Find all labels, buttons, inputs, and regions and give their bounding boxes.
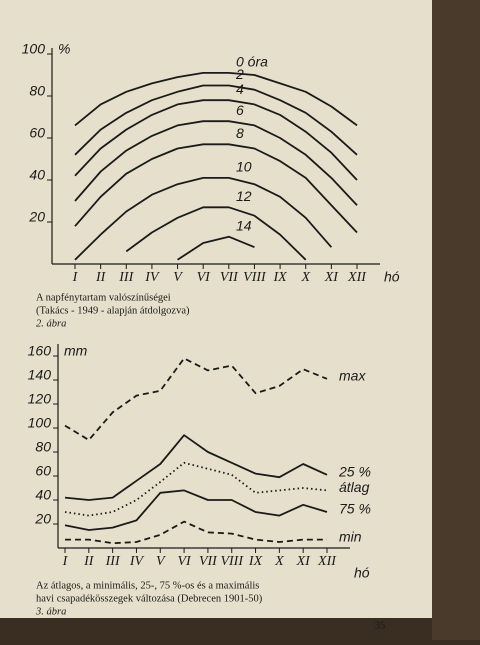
y-unit: mm	[64, 343, 88, 359]
x-tick-label: XII	[317, 554, 337, 569]
x-tick-label: VI	[197, 270, 212, 285]
series-line	[64, 357, 328, 441]
series-label: 75 %	[339, 501, 371, 517]
x-tick-label: III	[105, 554, 121, 569]
x-tick-label: XI	[324, 270, 340, 285]
series-line	[74, 120, 358, 206]
y-tick-label: 100	[22, 41, 46, 57]
caption: 3. ábra	[35, 606, 66, 617]
series-line	[74, 143, 358, 234]
series-line	[74, 99, 358, 181]
series-label: 0 óra	[236, 54, 268, 70]
x-tick-label: I	[72, 270, 79, 285]
y-tick-label: 40	[29, 167, 45, 183]
series-label: 6	[236, 102, 244, 118]
caption: 2. ábra	[36, 318, 66, 329]
series-label: 12	[236, 188, 252, 204]
series-line	[64, 434, 328, 501]
series-line	[64, 489, 328, 531]
y-tick-label: 140	[28, 367, 52, 383]
series-line	[177, 235, 255, 261]
x-tick-label: VIII	[220, 554, 244, 569]
series-label: 14	[236, 217, 252, 233]
series-label: 2	[235, 66, 244, 82]
x-tick-label: V	[156, 554, 166, 569]
x-tick-label: VII	[199, 554, 218, 569]
x-tick-label: II	[83, 554, 95, 569]
x-tick-label: IV	[144, 270, 160, 285]
paper	[0, 0, 432, 618]
x-tick-label: VI	[177, 554, 192, 569]
series-line	[65, 520, 327, 545]
series-line	[74, 177, 333, 261]
series-line	[74, 84, 358, 156]
y-tick-label: 80	[29, 83, 45, 99]
y-tick-label: 120	[28, 391, 52, 407]
series-label: átlag	[339, 479, 370, 495]
x-axis-label: hó	[384, 269, 400, 285]
series-line	[125, 206, 307, 261]
x-tick-label: X	[300, 270, 310, 285]
x-tick-label: I	[62, 554, 69, 569]
caption: A napfénytartam valószínűségei	[36, 292, 171, 303]
x-tick-label: VIII	[243, 270, 267, 285]
y-tick-label: 60	[29, 125, 45, 141]
y-tick-label: 20	[34, 511, 51, 527]
series-label: 8	[236, 125, 244, 141]
series-label: 10	[236, 159, 252, 175]
x-tick-label: VII	[220, 270, 239, 285]
x-tick-label: III	[118, 270, 134, 285]
y-tick-label: 60	[35, 463, 51, 479]
y-tick-label: 160	[28, 343, 52, 359]
x-tick-label: V	[173, 270, 183, 285]
page-number: 35	[375, 620, 386, 631]
caption: Az átlagos, a minimális, 25-, 75 %-os és…	[36, 580, 259, 591]
series-label: max	[339, 368, 366, 384]
caption: havi csapadékösszegek változása (Debrece…	[36, 593, 263, 604]
x-tick-label: XI	[296, 554, 312, 569]
x-tick-label: IX	[272, 270, 287, 285]
caption: (Takács - 1949 - alapján átdolgozva)	[36, 305, 190, 316]
book-edge	[432, 0, 480, 640]
y-tick-label: 80	[35, 439, 51, 455]
x-tick-label: II	[95, 270, 107, 285]
series-label: min	[339, 528, 362, 544]
y-unit: %	[58, 41, 70, 57]
x-tick-label: XII	[347, 270, 367, 285]
series-line	[74, 72, 358, 127]
y-tick-label: 100	[28, 415, 52, 431]
x-tick-label: X	[274, 554, 284, 569]
y-tick-label: 20	[28, 209, 45, 225]
x-axis-label: hó	[354, 565, 370, 581]
x-tick-label: IV	[129, 554, 145, 569]
y-tick-label: 40	[35, 487, 51, 503]
series-label: 25 %	[338, 464, 371, 480]
x-tick-label: IX	[248, 554, 263, 569]
series-label: 4	[236, 81, 244, 97]
